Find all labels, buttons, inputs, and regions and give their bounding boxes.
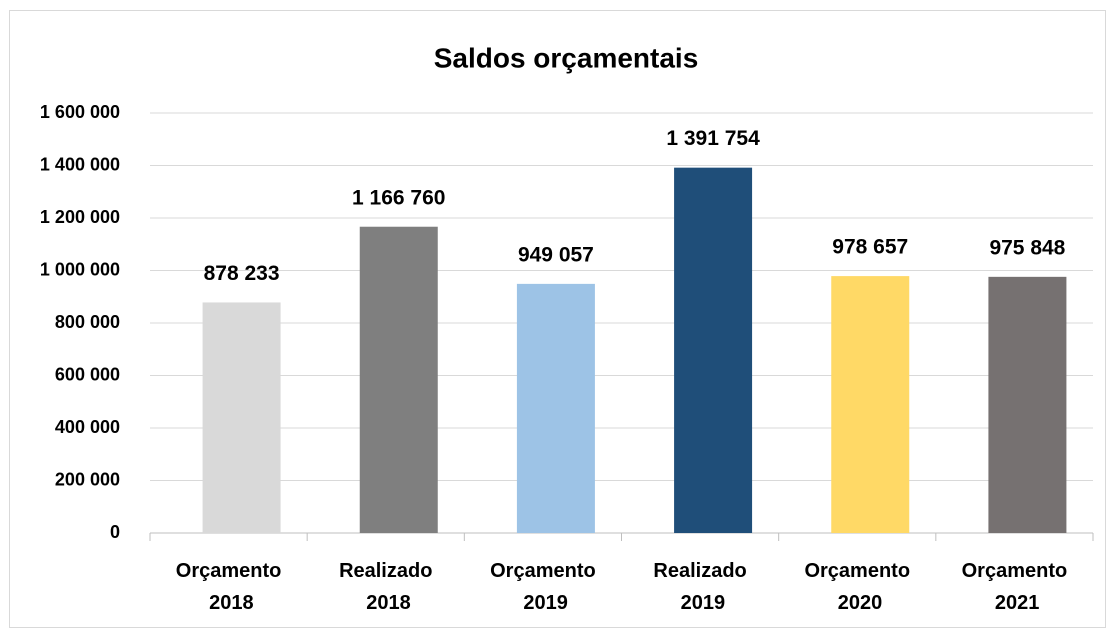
value-label: 975 848 — [989, 236, 1065, 259]
bar — [359, 226, 438, 533]
y-tick-label: 1 600 000 — [40, 102, 120, 122]
y-tick-label: 600 000 — [55, 364, 120, 384]
y-tick-label: 800 000 — [55, 312, 120, 332]
value-label: 1 391 754 — [666, 127, 760, 150]
x-tick-label: Realizado 2019 — [653, 560, 746, 614]
x-tick-label: Orçamento 2020 — [804, 560, 910, 614]
bar — [516, 283, 595, 533]
y-tick-label: 0 — [110, 522, 120, 542]
value-label: 1 166 760 — [352, 186, 445, 209]
x-tick-label: Orçamento 2019 — [490, 560, 596, 614]
value-label: 878 233 — [204, 262, 280, 285]
bar — [831, 276, 910, 533]
bar — [988, 276, 1067, 533]
y-tick-label: 1 200 000 — [40, 207, 120, 227]
chart-title: Saldos orçamentais — [434, 42, 699, 73]
bar — [202, 302, 281, 533]
y-tick-label: 1 000 000 — [40, 259, 120, 279]
value-label: 978 657 — [832, 236, 908, 259]
x-tick-label: Realizado 2018 — [339, 560, 432, 614]
y-tick-label: 200 000 — [55, 469, 120, 489]
y-tick-label: 400 000 — [55, 417, 120, 437]
bar — [674, 167, 753, 533]
x-tick-label: Orçamento 2018 — [176, 560, 282, 614]
value-label: 949 057 — [518, 243, 594, 266]
y-tick-label: 1 400 000 — [40, 154, 120, 174]
x-tick-label: Orçamento 2021 — [962, 560, 1068, 614]
